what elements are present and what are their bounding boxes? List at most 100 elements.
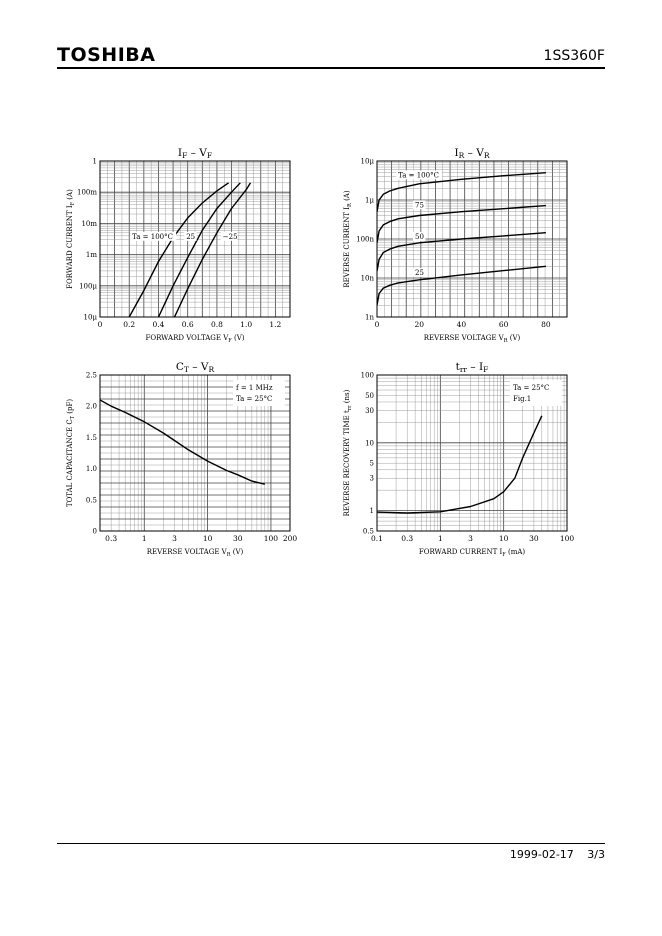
x-axis-label: FORWARD CURRENT IF (mA) — [419, 548, 526, 558]
y-axis-label: REVERSE CURRENT IR (A) — [343, 190, 353, 287]
annotation-bg — [220, 231, 238, 241]
y-tick-label: 100μ — [79, 282, 97, 290]
y-axis-label-group: FORWARD CURRENT IF (A) — [66, 189, 76, 289]
y-tick-label: 1.0 — [86, 465, 97, 473]
x-axis-label: FORWARD VOLTAGE VF (V) — [145, 334, 244, 344]
series-annotation: 25 — [186, 233, 195, 241]
x-tick-label: 30 — [233, 534, 243, 543]
y-tick-label: 2.5 — [86, 372, 97, 380]
y-tick-label: 10μ — [84, 314, 98, 322]
chart-title: IR – VR — [454, 147, 489, 160]
condition-note: Ta = 25°C — [236, 395, 272, 403]
y-axis-label-group: REVERSE RECOVERY TIME trr (ns) — [343, 389, 353, 516]
annotation-bg — [413, 267, 426, 277]
x-tick-label: 1.0 — [240, 320, 252, 329]
y-tick-label: 10μ — [361, 158, 375, 166]
footer-page: 3/3 — [587, 848, 605, 861]
annotation-bg — [184, 231, 197, 241]
y-tick-label: 100 — [361, 372, 374, 380]
x-axis-label: REVERSE VOLTAGE VR (V) — [147, 548, 244, 558]
annotation-bg — [413, 232, 426, 241]
series-line-1 — [100, 399, 265, 485]
chart-ct_vr: 0.3 1 3 10 30 100 200 0 0.5 1.0 1.5 2.0 2.5 CT – VR RE… — [66, 361, 297, 558]
series-line-1 — [377, 172, 546, 212]
x-axis-label: REVERSE VOLTAGE VR (V) — [424, 334, 521, 344]
x-tick-label: 100 — [264, 534, 279, 543]
y-tick-label: 1 — [93, 158, 97, 166]
chart-title: trr – IF — [456, 361, 489, 374]
y-axis-label-group: TOTAL CAPACITANCE CT (pF) — [66, 399, 76, 507]
y-tick-label: 0.5 — [86, 496, 97, 504]
x-tick-label: 0 — [98, 320, 103, 329]
y-tick-label: 30 — [365, 407, 374, 415]
x-tick-label: 0.2 — [123, 320, 135, 329]
x-tick-label: 0.3 — [105, 534, 117, 543]
x-tick-label: 0.6 — [182, 320, 194, 329]
series-annotation: Ta = 100°C — [132, 233, 173, 241]
x-tick-label: 0.8 — [211, 320, 223, 329]
x-tick-label: 0 — [375, 320, 380, 329]
x-tick-label: 100 — [560, 534, 575, 543]
y-axis-label: REVERSE RECOVERY TIME trr (ns) — [343, 389, 353, 516]
series-annotation: 75 — [415, 201, 424, 209]
chart-ir_vr: 0 20 40 60 80 10μ 1μ 100n 10n 1n IR – VR REVERSE VO… — [343, 147, 568, 344]
series-annotation: 25 — [415, 269, 424, 277]
y-tick-label: 1n — [365, 314, 374, 322]
series-line-3 — [173, 182, 252, 317]
x-tick-label: 0.3 — [401, 534, 413, 543]
footer-date: 1999-02-17 — [509, 848, 574, 861]
x-tick-label: 1 — [438, 534, 443, 543]
y-axis-label-group: REVERSE CURRENT IR (A) — [343, 190, 353, 287]
y-axis-label: TOTAL CAPACITANCE CT (pF) — [66, 399, 76, 507]
series-annotation: 50 — [415, 233, 424, 241]
y-tick-label: 2.0 — [86, 403, 97, 411]
y-tick-label: 1m — [86, 251, 97, 259]
x-tick-label: 3 — [172, 534, 177, 543]
notes-bg — [233, 380, 285, 406]
y-tick-label: 50 — [365, 392, 374, 400]
footer: 1999-02-17 3/3 — [500, 848, 605, 861]
series-line-2 — [377, 204, 546, 243]
y-tick-label: 10 — [365, 439, 374, 447]
brand-logo: TOSHIBA — [57, 44, 156, 66]
plot-frame-ct_vr — [99, 374, 291, 532]
y-tick-label: 1μ — [365, 197, 374, 205]
x-tick-label: 200 — [283, 534, 298, 543]
y-tick-label: 10n — [361, 275, 375, 283]
plot-frame-trr_if — [376, 374, 568, 532]
x-tick-label: 1.2 — [269, 320, 281, 329]
series-line-1 — [128, 182, 229, 317]
header-rule — [57, 67, 605, 69]
y-tick-label: 100n — [356, 236, 374, 244]
series-line-3 — [377, 232, 546, 272]
series-annotation: Ta = 100°C — [398, 171, 439, 179]
condition-note: Fig.1 — [513, 395, 531, 403]
chart-if_vf: 0 0.2 0.4 0.6 0.8 1.0 1.2 1 100m 10m 1m 100μ 10μ IF –… — [66, 147, 291, 344]
x-tick-label: 40 — [457, 320, 467, 329]
x-tick-label: 60 — [499, 320, 509, 329]
x-tick-label: 0.4 — [152, 320, 164, 329]
footer-rule — [57, 843, 605, 844]
chart-title: IF – VF — [178, 147, 212, 160]
y-tick-label: 0 — [93, 528, 97, 536]
part-number: 1SS360F — [543, 48, 605, 64]
y-tick-label: 3 — [370, 475, 374, 483]
y-tick-label: 0.5 — [363, 528, 374, 536]
annotation-bg — [413, 200, 426, 210]
x-tick-label: 20 — [414, 320, 424, 329]
x-tick-label: 10 — [499, 534, 509, 543]
y-tick-label: 10m — [81, 220, 97, 228]
x-tick-label: 10 — [203, 534, 213, 543]
y-tick-label: 1.5 — [86, 434, 97, 442]
series-line-1 — [377, 415, 543, 514]
chart-title: CT – VR — [176, 361, 215, 374]
x-tick-label: 1 — [142, 534, 147, 543]
notes-bg — [510, 380, 562, 406]
condition-note: Ta = 25°C — [513, 384, 549, 392]
y-tick-label: 1 — [370, 507, 374, 515]
x-tick-label: 80 — [541, 320, 551, 329]
y-axis-label: FORWARD CURRENT IF (A) — [66, 189, 76, 289]
annotation-bg — [396, 170, 443, 180]
y-tick-label: 100m — [77, 189, 97, 197]
